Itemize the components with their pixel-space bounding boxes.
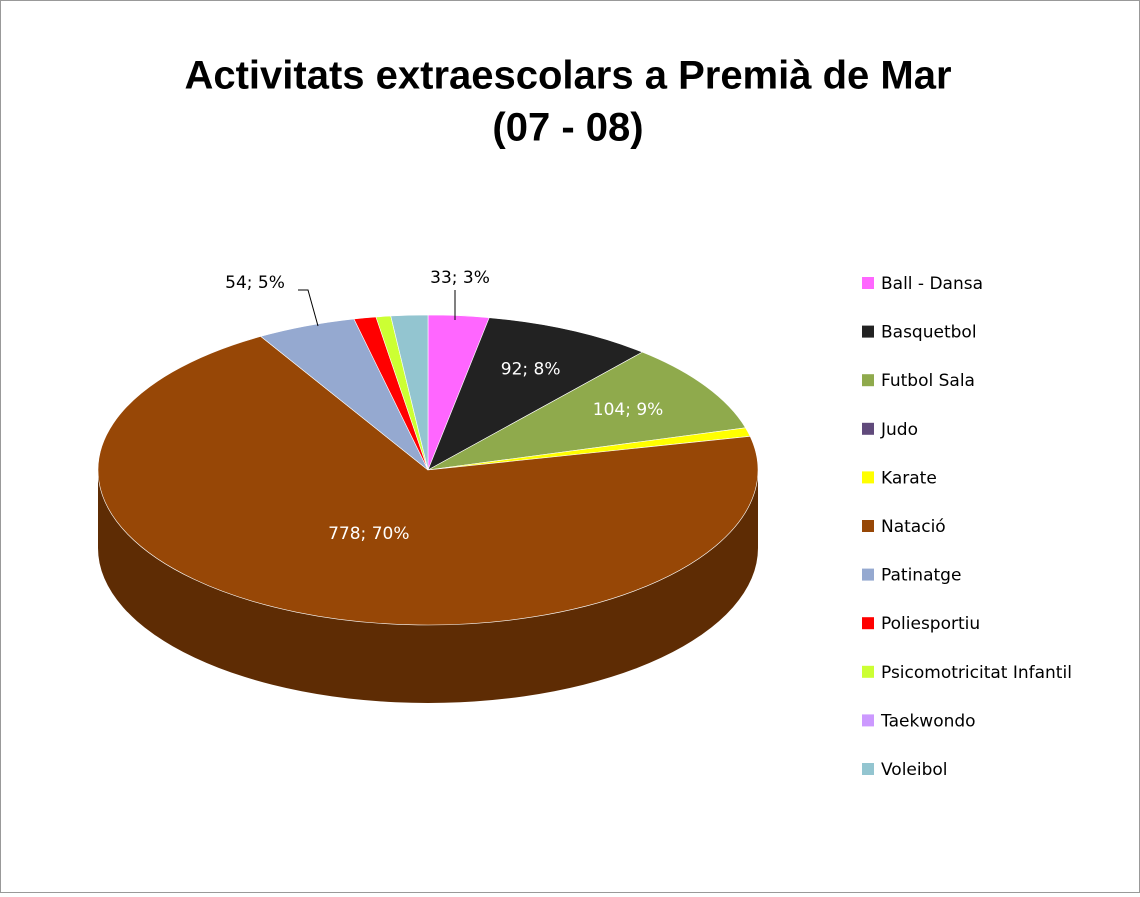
legend-label: Poliesportiu [881, 614, 980, 634]
legend-label: Patinatge [881, 566, 961, 586]
legend-label: Taekwondo [880, 711, 976, 731]
data-label: 104; 9% [593, 400, 664, 420]
legend-swatch [862, 665, 874, 678]
slice [390, 314, 429, 471]
data-label: 778; 70% [328, 524, 409, 544]
data-label: 92; 8% [501, 359, 561, 379]
chart-title: Activitats extraescolars a Premià de Mar [184, 54, 951, 98]
legend-swatch [862, 617, 874, 630]
legend-swatch [862, 471, 874, 484]
data-label: 33; 3% [430, 268, 490, 288]
legend-swatch [862, 763, 874, 775]
leader-line [298, 289, 319, 327]
legend-swatch [862, 568, 874, 581]
slice [427, 317, 644, 471]
legend-swatch [862, 714, 874, 727]
data-label: 54; 5% [225, 273, 285, 293]
legend-swatch [862, 325, 874, 338]
legend-swatch [862, 277, 874, 289]
legend-swatch [862, 374, 874, 387]
legend-label: Natació [881, 517, 946, 537]
legend-label: Futbol Sala [881, 371, 975, 391]
legend-label: Basquetbol [881, 323, 977, 343]
legend-swatch [862, 422, 874, 435]
legend-swatch [862, 520, 874, 532]
legend-label: Judo [880, 420, 918, 440]
slice-side [98, 470, 758, 703]
legend-label: Psicomotricitat Infantil [881, 663, 1072, 683]
slice [427, 351, 747, 471]
chart-title: (07 - 08) [492, 106, 643, 150]
legend-label: Karate [881, 468, 937, 488]
slice [97, 336, 759, 626]
legend-label: Voleibol [881, 760, 948, 780]
legend-label: Ball - Dansa [881, 274, 983, 294]
